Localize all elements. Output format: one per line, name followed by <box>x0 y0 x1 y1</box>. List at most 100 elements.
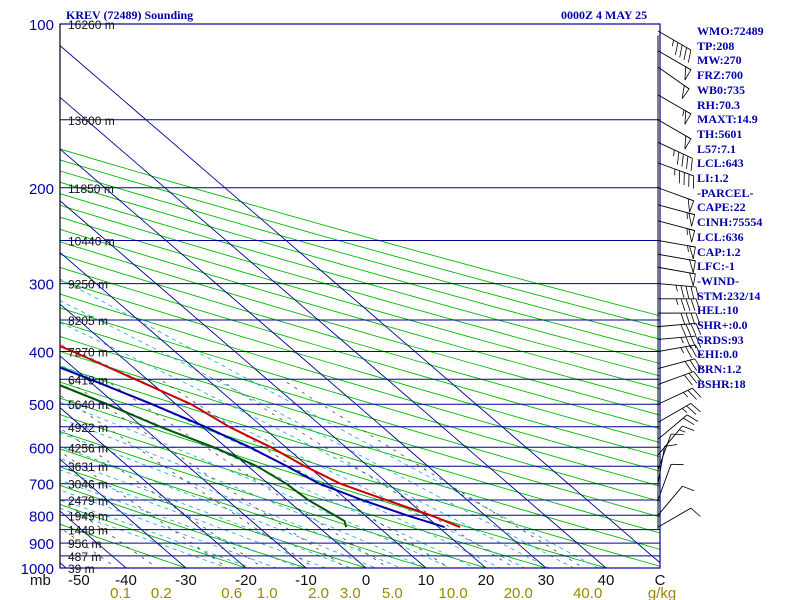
index-item: SHR+:0.0 <box>697 318 748 333</box>
temperature-tick-label: -10 <box>295 572 317 589</box>
isotherm-line <box>60 45 660 564</box>
wind-barb <box>657 94 692 125</box>
wind-barb-pennant <box>688 272 696 286</box>
wind-barb-staff <box>657 446 666 484</box>
wind-barb-pennant <box>687 198 695 213</box>
wind-barb-half-flag <box>680 347 685 354</box>
wind-barb-flag <box>684 361 693 373</box>
dry-adiabat-line <box>60 365 660 550</box>
wind-barb-flag <box>690 323 697 336</box>
wind-barb <box>657 358 703 373</box>
wind-barb-staff <box>657 283 696 288</box>
wind-barb-flag <box>685 298 691 311</box>
wind-barb <box>657 344 702 358</box>
index-item: HEL:10 <box>697 303 739 318</box>
wind-barb-staff <box>657 335 696 340</box>
wind-barb-staff <box>657 387 693 405</box>
temperature-tick-label: -40 <box>115 572 137 589</box>
mixing-ratio-tick-label: 5.0 <box>382 585 403 600</box>
wind-barb-pennant <box>684 110 692 125</box>
temperature-trace <box>60 345 461 529</box>
wind-barb-staff <box>657 414 688 440</box>
temperature-tick-label: 10 <box>418 572 435 589</box>
pressure-tick-label: 300 <box>29 277 54 294</box>
index-item: LI:1.2 <box>697 171 729 186</box>
isotherms <box>60 45 660 568</box>
wind-barb-half-flag <box>681 408 688 413</box>
index-item: WB0:735 <box>697 82 745 97</box>
indices-panel: WMO:72489 TP:208 MW:270 FRZ:700 WB0:735 RH:70… <box>697 24 800 392</box>
wind-barb-pennant <box>688 259 696 273</box>
dry-adiabat-line <box>60 414 548 568</box>
moist-adiabat-line <box>60 401 452 568</box>
wind-barb-half-flag <box>687 245 689 252</box>
temperature-tick-label: -30 <box>175 572 197 589</box>
pressure-tick-label: 100 <box>29 17 54 34</box>
moist-adiabat-line <box>60 383 477 568</box>
index-item: SRDS:93 <box>697 332 744 347</box>
wind-barb-flag <box>679 44 683 58</box>
wind-barb-staff <box>657 507 692 528</box>
wind-barb <box>657 371 702 386</box>
height-label: 3046 m <box>68 478 108 492</box>
index-item: WMO:72489 <box>697 24 764 38</box>
wind-barb-flag <box>695 298 701 311</box>
index-item: TH:5601 <box>697 126 743 141</box>
mixing-ratio-tick-label: 10.0 <box>438 585 467 600</box>
wind-barb-staff <box>657 141 693 159</box>
wind-barb-flag <box>690 345 697 358</box>
dry-adiabat-line <box>60 170 660 340</box>
dry-adiabat-line <box>60 228 660 403</box>
wind-barb-half-flag <box>680 337 684 344</box>
wind-barb-flag <box>689 359 698 371</box>
index-item: LFC:-1 <box>697 259 735 274</box>
wind-barb <box>657 220 696 243</box>
wind-barb-staff <box>657 485 683 516</box>
index-item: BRN:1.2 <box>697 362 742 377</box>
wind-barb-flag <box>690 158 693 171</box>
wind-barb <box>657 433 684 470</box>
temperature-tick-label: 30 <box>538 572 555 589</box>
mixing-ratio-tick-label: 1.0 <box>257 585 278 600</box>
plot-frame <box>59 23 661 569</box>
pressure-tick-label: 900 <box>29 536 54 553</box>
wind-barb-flag <box>695 335 702 348</box>
plot-border <box>59 23 661 569</box>
wind-barb <box>657 162 695 189</box>
wind-barb-pennant <box>688 212 696 227</box>
dry-adiabat-line <box>60 193 660 364</box>
temperature-tick-label: 0 <box>362 572 370 589</box>
height-label: 5640 m <box>68 398 108 412</box>
isotherm-line <box>60 407 247 568</box>
mixing-ratio-tick-label: g/kg <box>648 585 676 600</box>
wind-barb-flag <box>693 371 702 382</box>
height-label: 9250 m <box>68 278 108 292</box>
valid-time: 0000Z 4 MAY 25 <box>561 8 648 22</box>
temperature-tick-label: -50 <box>68 572 90 589</box>
wind-barb-staff <box>657 162 694 177</box>
wind-barb-flag <box>683 417 695 426</box>
wind-barb-staff <box>657 433 672 470</box>
mixing-ratio-tick-label: 0.2 <box>151 585 172 600</box>
wind-barb-flag <box>686 405 697 415</box>
wind-barb-flag <box>683 47 687 60</box>
wind-barb-flag <box>681 154 684 167</box>
wind-barb-staff <box>657 344 696 352</box>
mixing-ratio-tick-label: 20.0 <box>504 585 533 600</box>
dry-adiabat-line <box>60 148 660 317</box>
moist-adiabat-line <box>60 479 303 568</box>
wind-barb-flag <box>680 324 687 337</box>
dry-adiabat-line <box>60 523 188 568</box>
wind-barb <box>657 335 702 349</box>
height-label: 13600 m <box>68 114 115 128</box>
dry-adiabat-line <box>60 266 660 443</box>
chart-title: KREV (72489) Sounding <box>66 8 194 22</box>
wind-barb-flag <box>688 49 692 63</box>
index-item: STM:232/14 <box>697 288 761 303</box>
index-item: LCL:643 <box>697 156 744 171</box>
height-label: 10440 m <box>68 235 115 249</box>
moist-adiabat-line <box>60 445 377 568</box>
mixing-ratio-tick-label: 0.6 <box>221 585 242 600</box>
dry-adiabat-line <box>60 431 488 568</box>
